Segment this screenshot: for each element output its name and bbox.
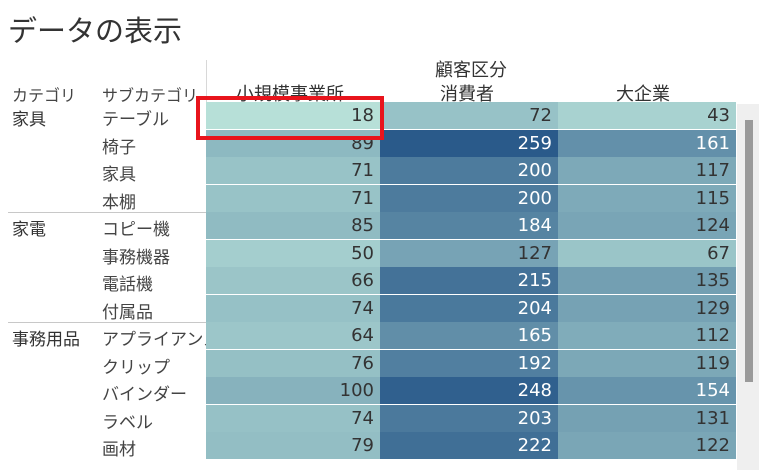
- heatmap-cell[interactable]: 131: [558, 404, 736, 432]
- heatmap-cell[interactable]: 43: [558, 102, 736, 129]
- heatmap-cell[interactable]: 124: [558, 212, 736, 239]
- heatmap-cell[interactable]: 127: [380, 239, 558, 267]
- subcategory-label: バインダー: [102, 385, 187, 405]
- heatmap-cell[interactable]: 64: [206, 322, 380, 349]
- heatmap-cell[interactable]: 74: [206, 404, 380, 432]
- subcategory-label: ラベル: [102, 412, 153, 433]
- row-header-category: カテゴリ: [12, 86, 77, 105]
- subcategory-label: コピー機: [102, 220, 170, 240]
- heatmap-cell[interactable]: 119: [558, 349, 736, 377]
- heatmap-cell[interactable]: 71: [206, 184, 380, 212]
- category-label: 家具: [12, 110, 46, 130]
- subcategory-label: テーブル: [102, 110, 169, 130]
- heatmap-cell[interactable]: 50: [206, 239, 380, 267]
- heatmap-cell[interactable]: 135: [558, 267, 736, 294]
- category-label: 事務用品: [12, 330, 80, 350]
- subcategory-label: クリップ: [102, 357, 170, 378]
- column-group-title: 顧客区分: [435, 60, 507, 81]
- page-title: データの表示: [8, 14, 183, 48]
- crosstab-table: 顧客区分 カテゴリ サブカテゴリ 小規模事業所 消費者 大企業 家具 テーブル 18…: [8, 60, 736, 470]
- subcategory-label: 本棚: [102, 192, 136, 213]
- row-header-subcategory: サブカテゴリ: [102, 86, 199, 105]
- subcategory-label: 付属品: [102, 302, 153, 323]
- highlight-box: [196, 96, 384, 140]
- heatmap-cell[interactable]: 192: [380, 349, 558, 377]
- heatmap-cell[interactable]: 200: [380, 157, 558, 184]
- heatmap-cell[interactable]: 85: [206, 212, 380, 239]
- subcategory-label: 画材: [102, 440, 136, 460]
- subcategory-label: 事務機器: [102, 247, 170, 268]
- subcategory-label: 椅子: [102, 137, 136, 158]
- heatmap-cell[interactable]: 129: [558, 294, 736, 322]
- heatmap-cell[interactable]: 204: [380, 294, 558, 322]
- heatmap-cell[interactable]: 72: [380, 102, 558, 129]
- heatmap-cell[interactable]: 259: [380, 129, 558, 157]
- heatmap-cell[interactable]: 112: [558, 322, 736, 349]
- header-divider: [206, 60, 207, 104]
- heatmap-cell[interactable]: 74: [206, 294, 380, 322]
- subcategory-label: 電話機: [102, 275, 153, 295]
- heatmap-cell[interactable]: 18: [206, 102, 380, 129]
- subcategory-label: アプライアンス: [102, 330, 220, 350]
- heatmap-cell[interactable]: 89: [206, 129, 380, 157]
- heatmap-cell[interactable]: 115: [558, 184, 736, 212]
- heatmap-cell[interactable]: 100: [206, 377, 380, 404]
- column-header-consumer[interactable]: 消費者: [440, 84, 494, 105]
- heatmap-cell[interactable]: 203: [380, 404, 558, 432]
- heatmap-cell[interactable]: 71: [206, 157, 380, 184]
- heatmap-cell[interactable]: 215: [380, 267, 558, 294]
- scrollbar-thumb[interactable]: [745, 120, 753, 382]
- heatmap-cell[interactable]: 184: [380, 212, 558, 239]
- heatmap-cell[interactable]: 222: [380, 432, 558, 459]
- heatmap-cell[interactable]: 66: [206, 267, 380, 294]
- heatmap-cell[interactable]: 67: [558, 239, 736, 267]
- heatmap-cell[interactable]: 200: [380, 184, 558, 212]
- heatmap-cell[interactable]: 161: [558, 129, 736, 157]
- heatmap-cell[interactable]: 165: [380, 322, 558, 349]
- heatmap-cell[interactable]: 117: [558, 157, 736, 184]
- column-header-enterprise[interactable]: 大企業: [616, 84, 670, 105]
- table-body: 家具 テーブル 18 72 43 椅子 89 259 161 家具 71 200 117 本棚 71 200 1…: [8, 102, 736, 470]
- heatmap-cell[interactable]: 248: [380, 377, 558, 404]
- heatmap-cell[interactable]: 79: [206, 432, 380, 459]
- heatmap-cell[interactable]: 154: [558, 377, 736, 404]
- heatmap-cell[interactable]: 122: [558, 432, 736, 459]
- heatmap-cell[interactable]: 76: [206, 349, 380, 377]
- subcategory-label: 家具: [102, 165, 136, 185]
- category-label: 家電: [12, 220, 46, 240]
